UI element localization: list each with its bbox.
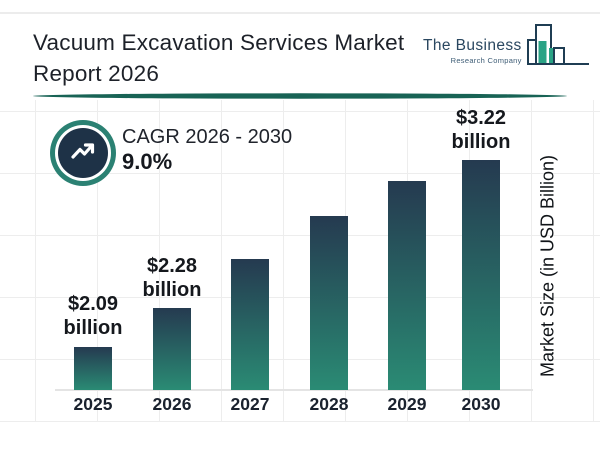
x-tick-2028: 2028 — [309, 394, 349, 414]
x-tick-2029: 2029 — [387, 394, 427, 414]
cagr-badge — [50, 120, 116, 186]
company-logo-text: The Business Research Company — [423, 37, 522, 65]
x-tick-2027: 2027 — [230, 394, 270, 414]
value-label-2026-amount: $2.28 — [146, 255, 198, 277]
value-label-2026-unit: billion — [142, 279, 202, 301]
value-label-2025-unit: billion — [63, 317, 123, 339]
y-axis-label: Market Size (in USD Billion) — [537, 154, 558, 378]
bar-2030 — [462, 160, 500, 390]
logo-skyline-icon — [524, 22, 590, 73]
value-label-2030-unit: billion — [451, 131, 511, 153]
cagr-label: CAGR 2026 - 2030 — [122, 126, 293, 148]
cagr-badge-ring-gap — [55, 125, 111, 181]
logo-subname: Research Company — [450, 56, 522, 65]
x-tick-2030: 2030 — [461, 394, 501, 414]
bar-2026 — [153, 308, 191, 390]
bar-2028 — [310, 216, 348, 390]
bar-2029 — [388, 181, 426, 390]
bar-2025 — [74, 347, 112, 390]
logo-name: The Business — [423, 37, 522, 54]
bar-2027 — [231, 259, 269, 390]
cagr-value: 9.0% — [122, 149, 173, 174]
page-title: Vacuum Excavation Services Market Report… — [33, 27, 413, 89]
cagr-badge-circle — [58, 128, 108, 178]
value-label-2025: $2.09 billion — [38, 292, 148, 340]
page-title-line2: Report 2026 — [33, 61, 160, 86]
company-logo: The Business Research Company — [423, 22, 590, 73]
value-label-2030: $3.22 billion — [426, 106, 536, 154]
header-divider — [32, 92, 568, 100]
top-hairline — [0, 12, 600, 14]
value-label-2026: $2.28 billion — [117, 254, 227, 302]
value-label-2030-amount: $3.22 — [455, 107, 507, 129]
trending-up-icon — [67, 135, 99, 172]
value-label-2025-amount: $2.09 — [67, 293, 119, 315]
page-title-line1: Vacuum Excavation Services Market — [33, 30, 405, 55]
chart-baseline — [55, 389, 533, 391]
x-tick-2026: 2026 — [152, 394, 192, 414]
x-tick-2025: 2025 — [73, 394, 113, 414]
